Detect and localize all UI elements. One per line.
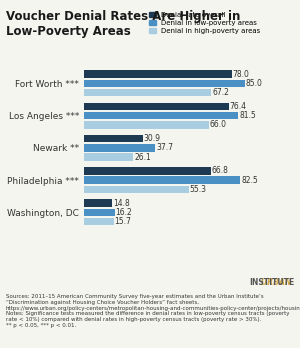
Text: 30.9: 30.9 bbox=[143, 134, 161, 143]
Text: URBAN: URBAN bbox=[261, 278, 294, 287]
Bar bbox=[84, 176, 240, 184]
Text: INSTITUTE: INSTITUTE bbox=[249, 278, 294, 287]
Bar bbox=[84, 89, 211, 96]
Text: 66.0: 66.0 bbox=[210, 120, 227, 129]
Bar bbox=[84, 167, 211, 175]
Bar bbox=[84, 185, 189, 193]
Bar bbox=[84, 135, 142, 142]
Text: 55.3: 55.3 bbox=[190, 185, 207, 194]
Text: 78.0: 78.0 bbox=[233, 70, 250, 79]
Text: 16.2: 16.2 bbox=[116, 208, 132, 217]
Text: 14.8: 14.8 bbox=[113, 199, 130, 208]
Bar bbox=[84, 144, 155, 152]
Text: Voucher Denial Rates Are Higher in Low-Poverty Areas: Voucher Denial Rates Are Higher in Low-P… bbox=[6, 10, 240, 38]
Bar bbox=[84, 208, 115, 216]
Text: 85.0: 85.0 bbox=[246, 79, 263, 88]
Text: 82.5: 82.5 bbox=[241, 176, 258, 185]
Text: 67.2: 67.2 bbox=[212, 88, 229, 97]
Bar bbox=[84, 199, 112, 207]
Bar bbox=[84, 103, 229, 110]
Text: 15.7: 15.7 bbox=[115, 217, 132, 226]
Bar bbox=[84, 218, 114, 226]
Text: 76.4: 76.4 bbox=[230, 102, 247, 111]
Text: 66.8: 66.8 bbox=[212, 166, 228, 175]
Text: 26.1: 26.1 bbox=[134, 153, 151, 162]
Text: 81.5: 81.5 bbox=[239, 111, 256, 120]
Text: 37.7: 37.7 bbox=[156, 143, 173, 152]
Bar bbox=[84, 80, 245, 87]
Bar bbox=[84, 121, 209, 129]
Bar bbox=[84, 153, 134, 161]
Text: Sources: 2011–15 American Community Survey five-year estimates and the Urban Ins: Sources: 2011–15 American Community Surv… bbox=[6, 294, 300, 328]
Bar bbox=[84, 70, 232, 78]
Legend: Denial rate overall, Denial in low-poverty areas, Denial in high-poverty areas: Denial rate overall, Denial in low-pover… bbox=[149, 11, 260, 34]
Bar bbox=[84, 112, 238, 119]
